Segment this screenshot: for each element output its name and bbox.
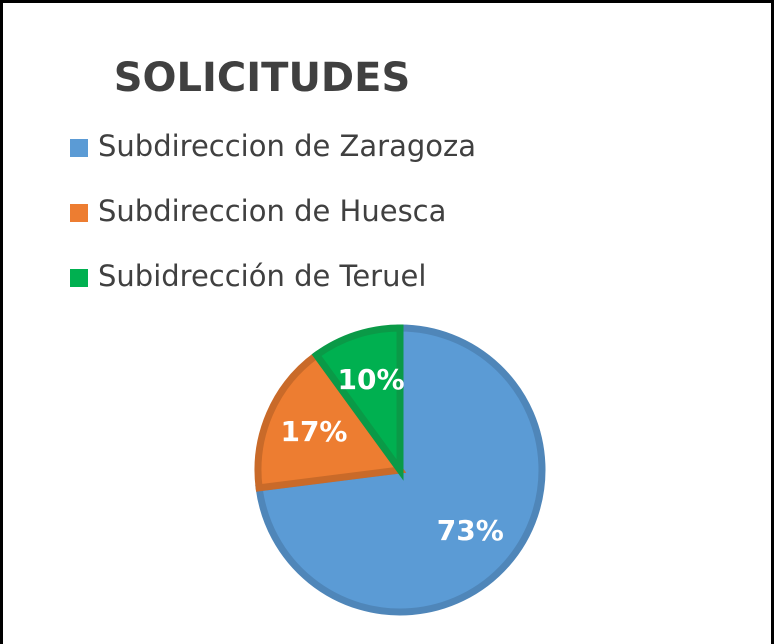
legend-swatch: [70, 139, 88, 157]
legend-label: Subdireccion de Huesca: [98, 194, 446, 228]
legend-label: Subdireccion de Zaragoza: [98, 129, 476, 163]
pie-slice: [311, 324, 404, 481]
data-label: 73%: [437, 514, 504, 547]
pie-slice: [254, 350, 407, 492]
legend-label: Subidrección de Teruel: [98, 259, 426, 293]
legend-swatch: [70, 204, 88, 222]
legend-swatch: [70, 269, 88, 287]
data-label: 17%: [280, 415, 347, 448]
chart-title: SOLICITUDES: [114, 55, 411, 101]
data-label: 10%: [338, 363, 405, 396]
